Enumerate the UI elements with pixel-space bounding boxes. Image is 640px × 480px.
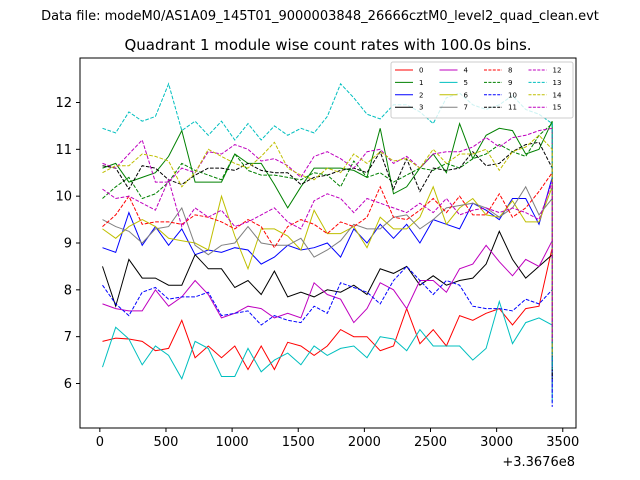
y-tick-label: 7 bbox=[64, 330, 72, 345]
legend-label-15: 15 bbox=[553, 104, 562, 112]
legend-label-1: 1 bbox=[419, 79, 423, 87]
legend-label-11: 11 bbox=[508, 104, 517, 112]
series-line-11 bbox=[102, 141, 553, 379]
x-tick-label: 2500 bbox=[414, 435, 447, 450]
legend-frame bbox=[390, 61, 574, 119]
legend-label-0: 0 bbox=[419, 67, 423, 75]
x-tick-label: 3000 bbox=[480, 435, 513, 450]
series-line-6 bbox=[102, 185, 553, 323]
legend-label-6: 6 bbox=[464, 91, 469, 99]
y-tick-label: 8 bbox=[64, 283, 72, 298]
y-tick-label: 6 bbox=[64, 377, 72, 392]
legend-label-13: 13 bbox=[553, 79, 562, 87]
x-tick-label: 3500 bbox=[546, 435, 579, 450]
legend-label-2: 2 bbox=[419, 91, 423, 99]
series-line-9 bbox=[102, 122, 553, 314]
y-tick-label: 11 bbox=[55, 143, 72, 158]
series-line-3 bbox=[102, 230, 553, 384]
y-tick-label: 10 bbox=[55, 190, 72, 205]
x-offset-label: +3.3676e8 bbox=[502, 455, 575, 470]
series-line-15 bbox=[102, 178, 553, 342]
series-line-10 bbox=[102, 265, 553, 407]
series-line-1 bbox=[102, 120, 553, 328]
chart-title: Quadrant 1 module wise count rates with … bbox=[124, 36, 531, 54]
legend-label-5: 5 bbox=[464, 79, 468, 87]
legend-label-4: 4 bbox=[464, 67, 469, 75]
legend-label-9: 9 bbox=[508, 79, 512, 87]
series-line-7 bbox=[102, 185, 553, 337]
legend-label-14: 14 bbox=[553, 91, 562, 99]
y-tick-label: 12 bbox=[55, 96, 72, 111]
series-group bbox=[102, 82, 553, 407]
legend-label-12: 12 bbox=[553, 67, 562, 75]
figure-suptitle: Data file: modeM0/AS1A09_145T01_90000038… bbox=[41, 9, 599, 24]
series-line-0 bbox=[102, 247, 553, 379]
series-line-8 bbox=[102, 171, 553, 323]
legend-label-10: 10 bbox=[508, 91, 517, 99]
x-tick-label: 1500 bbox=[282, 435, 315, 450]
series-line-5 bbox=[102, 299, 553, 403]
plot-area: 0 500 1000 1500 2000 2500 3000 3500678910111201… bbox=[55, 57, 579, 450]
y-tick-label: 9 bbox=[64, 237, 72, 252]
legend-label-7: 7 bbox=[464, 104, 468, 112]
legend-label-8: 8 bbox=[508, 67, 512, 75]
x-tick-label: 1000 bbox=[216, 435, 249, 450]
x-tick-label: 2000 bbox=[348, 435, 381, 450]
series-line-14 bbox=[102, 134, 553, 356]
x-tick-label: 500 bbox=[154, 435, 179, 450]
series-line-12 bbox=[102, 127, 553, 328]
x-tick-label: 0 bbox=[96, 435, 104, 450]
legend-label-3: 3 bbox=[419, 104, 423, 112]
